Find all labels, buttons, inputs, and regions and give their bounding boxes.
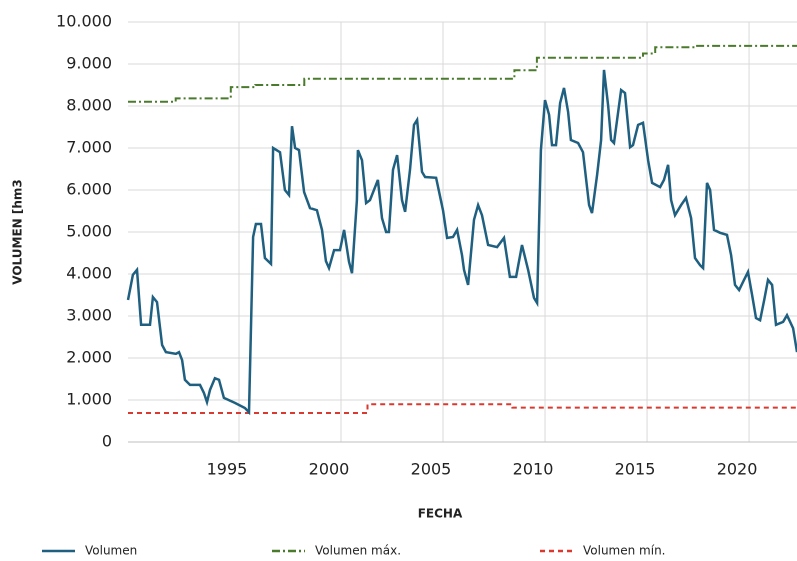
x-tick-label: 2005 — [411, 460, 452, 479]
legend-label: Volumen mín. — [583, 544, 666, 558]
series-line — [126, 69, 797, 416]
y-tick-label: 3.000 — [66, 306, 112, 325]
y-tick-label: 0 — [102, 432, 112, 451]
y-tick-label: 6.000 — [66, 180, 112, 199]
x-tick-label: 2010 — [513, 460, 554, 479]
y-tick-label: 8.000 — [66, 96, 112, 115]
x-tick-label: 2020 — [717, 460, 758, 479]
legend-label: Volumen — [85, 544, 137, 558]
x-tick-label: 1995 — [207, 460, 248, 479]
series-line — [128, 403, 797, 414]
x-tick-label: 2000 — [309, 460, 350, 479]
x-axis-label: FECHA — [418, 507, 463, 521]
series-line — [128, 44, 797, 103]
y-tick-label: 1.000 — [66, 390, 112, 409]
y-tick-label: 2.000 — [66, 348, 112, 367]
y-tick-label: 4.000 — [66, 264, 112, 283]
x-tick-label: 2015 — [615, 460, 656, 479]
legend-label: Volumen máx. — [315, 544, 401, 558]
y-tick-label: 5.000 — [66, 222, 112, 241]
y-tick-label: 10.000 — [56, 12, 112, 31]
y-tick-label: 9.000 — [66, 54, 112, 73]
y-axis-label: VOLUMEN [hm3 — [11, 179, 25, 284]
y-tick-label: 7.000 — [66, 138, 112, 157]
